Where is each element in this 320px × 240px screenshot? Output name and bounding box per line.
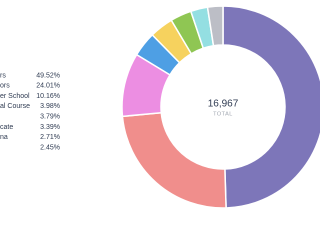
legend-value: 2.71% [40,134,60,141]
slice [206,5,224,47]
center-caption: TOTAL [213,111,233,117]
slice [222,5,320,209]
legend-value: 10.16% [36,93,60,100]
legend-value: 2.45% [40,144,60,151]
legend-label: al Course [0,103,30,110]
legend-value: 3.79% [40,114,60,121]
legend-value: 3.98% [40,103,60,110]
legend-label: cate [0,124,13,131]
legend-value: 3.39% [40,124,60,131]
legend-label: rs [0,72,6,79]
slice [121,111,227,209]
center-total: 16,967 [208,99,239,110]
donut [121,5,320,209]
legend-value: 49.52% [36,72,60,79]
legend-value: 24.01% [36,83,60,90]
legend-label: er School [0,93,30,100]
legend-label: ors [0,83,10,90]
legend-label: na [0,134,8,141]
chart: 16,967 TOTAL rs 49.52% ors 24.01% er School 1… [0,5,320,209]
